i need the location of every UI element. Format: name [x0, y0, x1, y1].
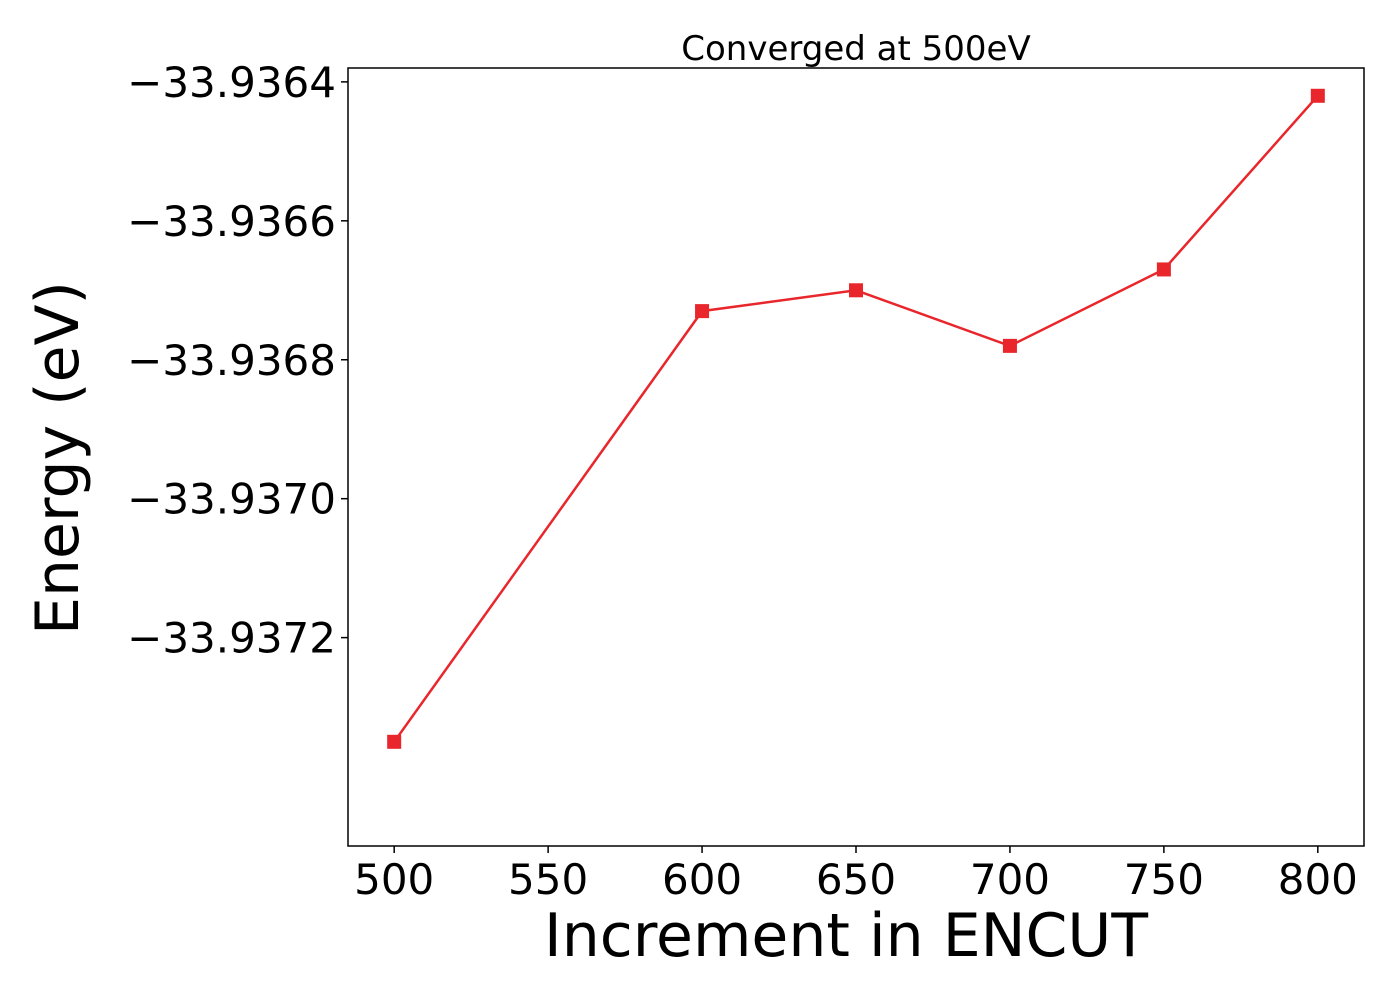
x-axis-label: Increment in ENCUT	[544, 901, 1148, 971]
plot-frame	[347, 67, 1365, 847]
data-point-marker	[695, 304, 710, 319]
x-tick-label: 750	[1124, 855, 1204, 904]
x-tick-label: 800	[1278, 855, 1358, 904]
y-tick-label: −33.9372	[127, 614, 336, 663]
data-point-marker	[849, 283, 863, 298]
y-axis-ticks: −33.9364 −33.9366 −33.9368 −33.9370 −33.9372	[127, 58, 348, 663]
y-tick-label: −33.9368	[127, 336, 336, 385]
y-axis-label: Energy (eV)	[23, 281, 93, 635]
y-tick-label: −33.9370	[127, 475, 336, 524]
data-point-marker	[1156, 262, 1171, 277]
data-point-marker	[1002, 338, 1017, 353]
data-point-marker	[1310, 88, 1325, 103]
x-tick-label: 700	[970, 855, 1050, 904]
chart-title: Converged at 500eV	[681, 29, 1030, 69]
y-tick-label: −33.9366	[127, 197, 336, 246]
x-tick-label: 600	[662, 855, 742, 904]
x-tick-label: 650	[816, 855, 896, 904]
series-line	[393, 94, 1319, 743]
x-axis-ticks: 500 550 600 650 700 750 800	[354, 846, 1358, 904]
y-tick-label: −33.9364	[127, 58, 336, 107]
x-tick-label: 550	[508, 855, 588, 904]
data-point-marker	[387, 734, 402, 749]
series-layer	[387, 88, 1325, 749]
x-tick-label: 500	[354, 855, 434, 904]
